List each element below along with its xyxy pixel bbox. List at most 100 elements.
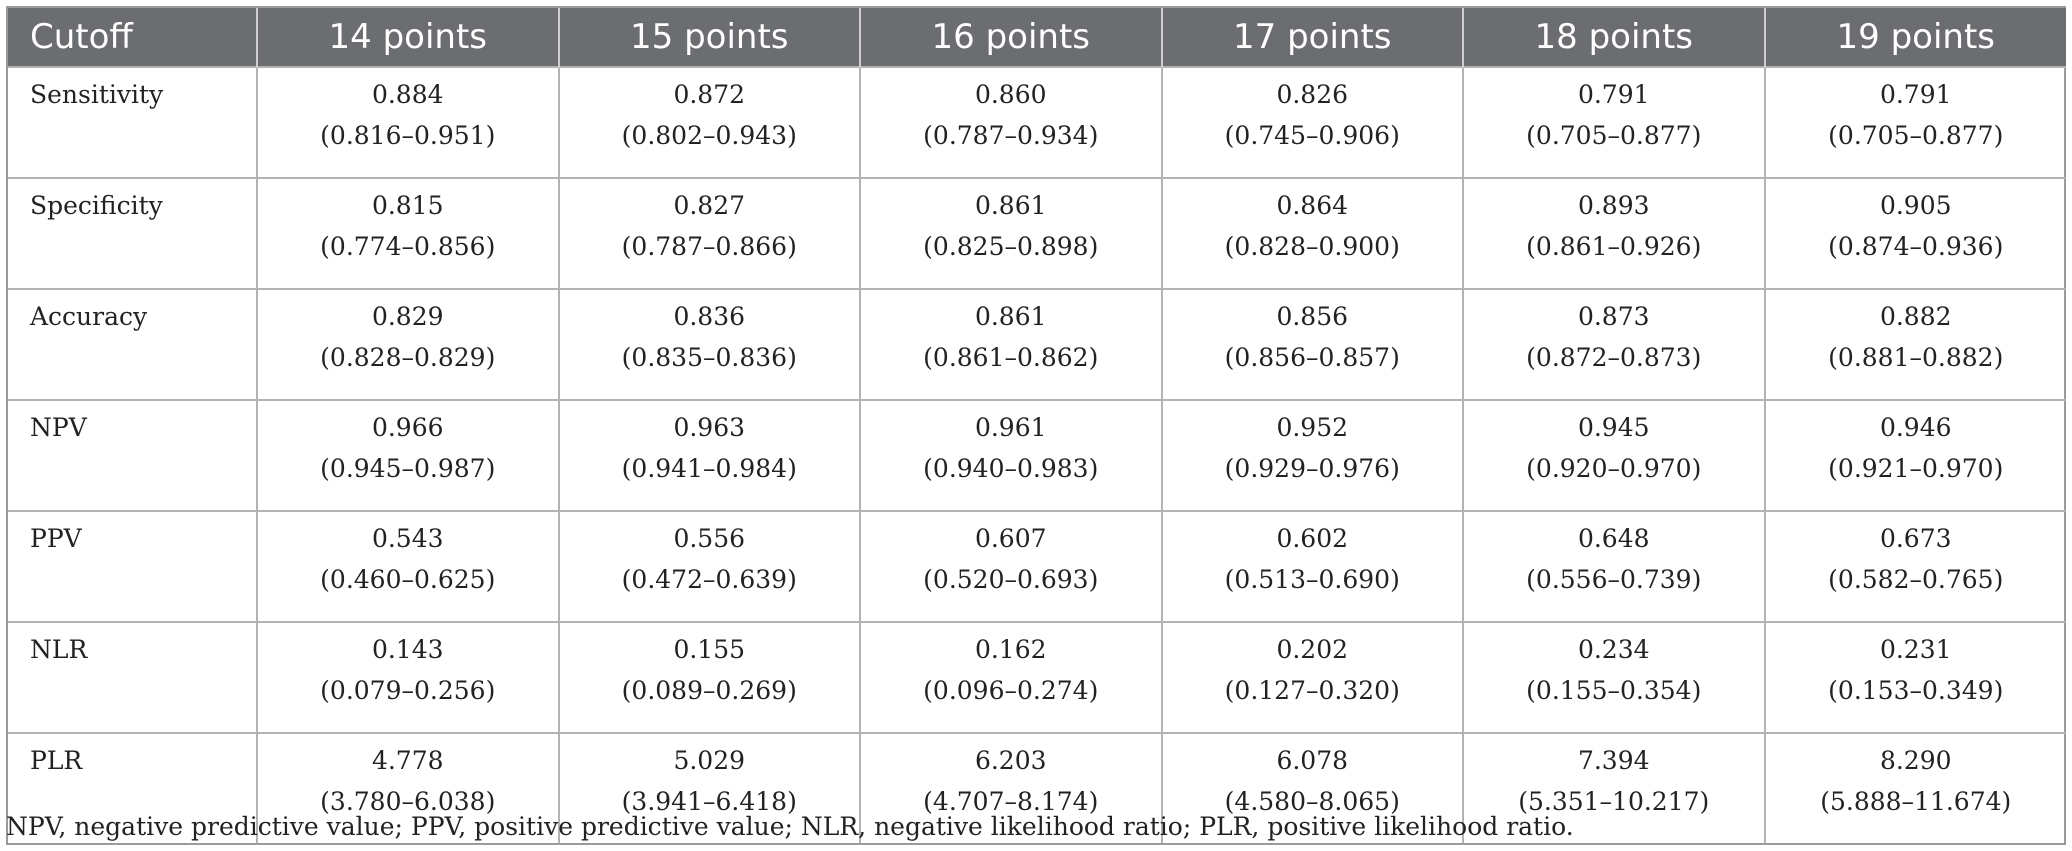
table-cell: 0.952 (0.929–0.976): [1160, 399, 1463, 511]
table-cell: 7.394 (5.351–10.217): [1462, 732, 1765, 843]
table-cell: 0.791 (0.705–0.877): [1462, 66, 1765, 178]
cell-confidence-interval: (0.096–0.274): [923, 676, 1099, 705]
cell-value: 0.882: [1879, 302, 1952, 331]
cell-value: 0.556: [673, 524, 746, 553]
table-cell: 0.963 (0.941–0.984): [557, 399, 860, 511]
cell-confidence-interval: (3.780–6.038): [320, 787, 496, 816]
cell-confidence-interval: (0.856–0.857): [1224, 343, 1400, 372]
table-cell: 0.860 (0.787–0.934): [859, 66, 1162, 178]
table-cell: 0.864 (0.828–0.900): [1160, 177, 1463, 289]
cell-confidence-interval: (0.472–0.639): [621, 565, 797, 594]
table-cell: 0.861 (0.825–0.898): [859, 177, 1162, 289]
cell-value: 0.963: [673, 413, 746, 442]
row-label: Accuracy: [8, 288, 257, 400]
cell-value: 0.946: [1879, 413, 1952, 442]
cell-confidence-interval: (0.582–0.765): [1828, 565, 2004, 594]
table-row: PPV 0.543 (0.460–0.625) 0.556 (0.472–0.639) 0…: [8, 510, 2066, 622]
cell-value: 0.860: [974, 80, 1047, 109]
row-label: NPV: [8, 399, 257, 511]
table-body: Sensitivity 0.884 (0.816–0.951) 0.872 (0.802…: [8, 66, 2066, 843]
column-header-15-points: 15 points: [557, 8, 860, 67]
cell-value: 0.945: [1577, 413, 1650, 442]
cell-confidence-interval: (0.825–0.898): [923, 232, 1099, 261]
cell-confidence-interval: (0.921–0.970): [1828, 454, 2004, 483]
cell-confidence-interval: (5.351–10.217): [1518, 787, 1710, 816]
column-header-19-points: 19 points: [1763, 8, 2066, 67]
table-row: Accuracy 0.829 (0.828–0.829) 0.836 (0.835–0.…: [8, 288, 2066, 400]
cell-confidence-interval: (0.460–0.625): [320, 565, 496, 594]
table-cell: 0.607 (0.520–0.693): [859, 510, 1162, 622]
column-header-cutoff: Cutoff: [8, 8, 257, 67]
cell-value: 8.290: [1879, 746, 1952, 775]
cell-confidence-interval: (0.556–0.739): [1526, 565, 1702, 594]
column-header-18-points: 18 points: [1462, 8, 1765, 67]
table-row: Sensitivity 0.884 (0.816–0.951) 0.872 (0.802…: [8, 66, 2066, 178]
cell-value: 0.961: [974, 413, 1047, 442]
cell-confidence-interval: (0.745–0.906): [1224, 121, 1400, 150]
cell-confidence-interval: (4.580–8.065): [1224, 787, 1400, 816]
cell-value: 0.602: [1276, 524, 1349, 553]
table-cell: 0.872 (0.802–0.943): [557, 66, 860, 178]
cell-confidence-interval: (0.874–0.936): [1828, 232, 2004, 261]
cell-value: 0.791: [1577, 80, 1650, 109]
table-cell: 0.815 (0.774–0.856): [256, 177, 559, 289]
cell-confidence-interval: (0.153–0.349): [1828, 676, 2004, 705]
cell-confidence-interval: (0.079–0.256): [320, 676, 496, 705]
cell-confidence-interval: (0.941–0.984): [621, 454, 797, 483]
table-cell: 0.648 (0.556–0.739): [1462, 510, 1765, 622]
cell-value: 0.155: [673, 635, 746, 664]
cell-confidence-interval: (0.787–0.866): [621, 232, 797, 261]
table-cell: 0.543 (0.460–0.625): [256, 510, 559, 622]
cell-confidence-interval: (0.089–0.269): [621, 676, 797, 705]
row-label: Sensitivity: [8, 66, 257, 178]
data-table-container: Cutoff 14 points 15 points 16 points 17 poin…: [6, 6, 2066, 845]
cell-value: 0.143: [371, 635, 444, 664]
table-cell: 0.602 (0.513–0.690): [1160, 510, 1463, 622]
table-cell: 0.961 (0.940–0.983): [859, 399, 1162, 511]
cell-confidence-interval: (0.861–0.862): [923, 343, 1099, 372]
cell-value: 0.864: [1276, 191, 1349, 220]
cell-value: 0.856: [1276, 302, 1349, 331]
cell-value: 0.543: [371, 524, 444, 553]
table-cell: 6.203 (4.707–8.174): [859, 732, 1162, 843]
cell-value: 0.952: [1276, 413, 1349, 442]
cell-confidence-interval: (0.835–0.836): [621, 343, 797, 372]
row-label: PLR: [8, 732, 257, 843]
table-row: NPV 0.966 (0.945–0.987) 0.963 (0.941–0.984) 0…: [8, 399, 2066, 511]
cell-value: 0.162: [974, 635, 1047, 664]
table-row: Specificity 0.815 (0.774–0.856) 0.827 (0.787…: [8, 177, 2066, 289]
cell-value: 0.202: [1276, 635, 1349, 664]
cell-value: 0.905: [1879, 191, 1952, 220]
cell-confidence-interval: (0.787–0.934): [923, 121, 1099, 150]
cell-value: 0.815: [371, 191, 444, 220]
cell-value: 0.673: [1879, 524, 1952, 553]
table-cell: 0.827 (0.787–0.866): [557, 177, 860, 289]
cell-value: 0.861: [974, 191, 1047, 220]
header-row: Cutoff 14 points 15 points 16 points 17 poin…: [8, 8, 2066, 67]
cell-confidence-interval: (0.127–0.320): [1224, 676, 1400, 705]
table-cell: 0.836 (0.835–0.836): [557, 288, 860, 400]
table-cell: 0.882 (0.881–0.882): [1763, 288, 2066, 400]
table-cell: 0.556 (0.472–0.639): [557, 510, 860, 622]
table-cell: 0.966 (0.945–0.987): [256, 399, 559, 511]
table-cell: 8.290 (5.888–11.674): [1763, 732, 2066, 843]
table-cell: 0.856 (0.856–0.857): [1160, 288, 1463, 400]
column-header-16-points: 16 points: [859, 8, 1162, 67]
cell-confidence-interval: (0.929–0.976): [1224, 454, 1400, 483]
cell-confidence-interval: (3.941–6.418): [621, 787, 797, 816]
cell-value: 0.231: [1879, 635, 1952, 664]
cell-confidence-interval: (0.705–0.877): [1828, 121, 2004, 150]
table-cell: 0.829 (0.828–0.829): [256, 288, 559, 400]
cell-value: 0.791: [1879, 80, 1952, 109]
table-cell: 0.893 (0.861–0.926): [1462, 177, 1765, 289]
table-cell: 0.945 (0.920–0.970): [1462, 399, 1765, 511]
table-row: NLR 0.143 (0.079–0.256) 0.155 (0.089–0.269) 0…: [8, 621, 2066, 733]
cell-value: 7.394: [1577, 746, 1650, 775]
column-header-17-points: 17 points: [1160, 8, 1463, 67]
table-cell: 0.873 (0.872–0.873): [1462, 288, 1765, 400]
table-cell: 0.946 (0.921–0.970): [1763, 399, 2066, 511]
cell-confidence-interval: (0.705–0.877): [1526, 121, 1702, 150]
cell-value: 4.778: [371, 746, 444, 775]
table-cell: 0.202 (0.127–0.320): [1160, 621, 1463, 733]
cell-confidence-interval: (0.861–0.926): [1526, 232, 1702, 261]
